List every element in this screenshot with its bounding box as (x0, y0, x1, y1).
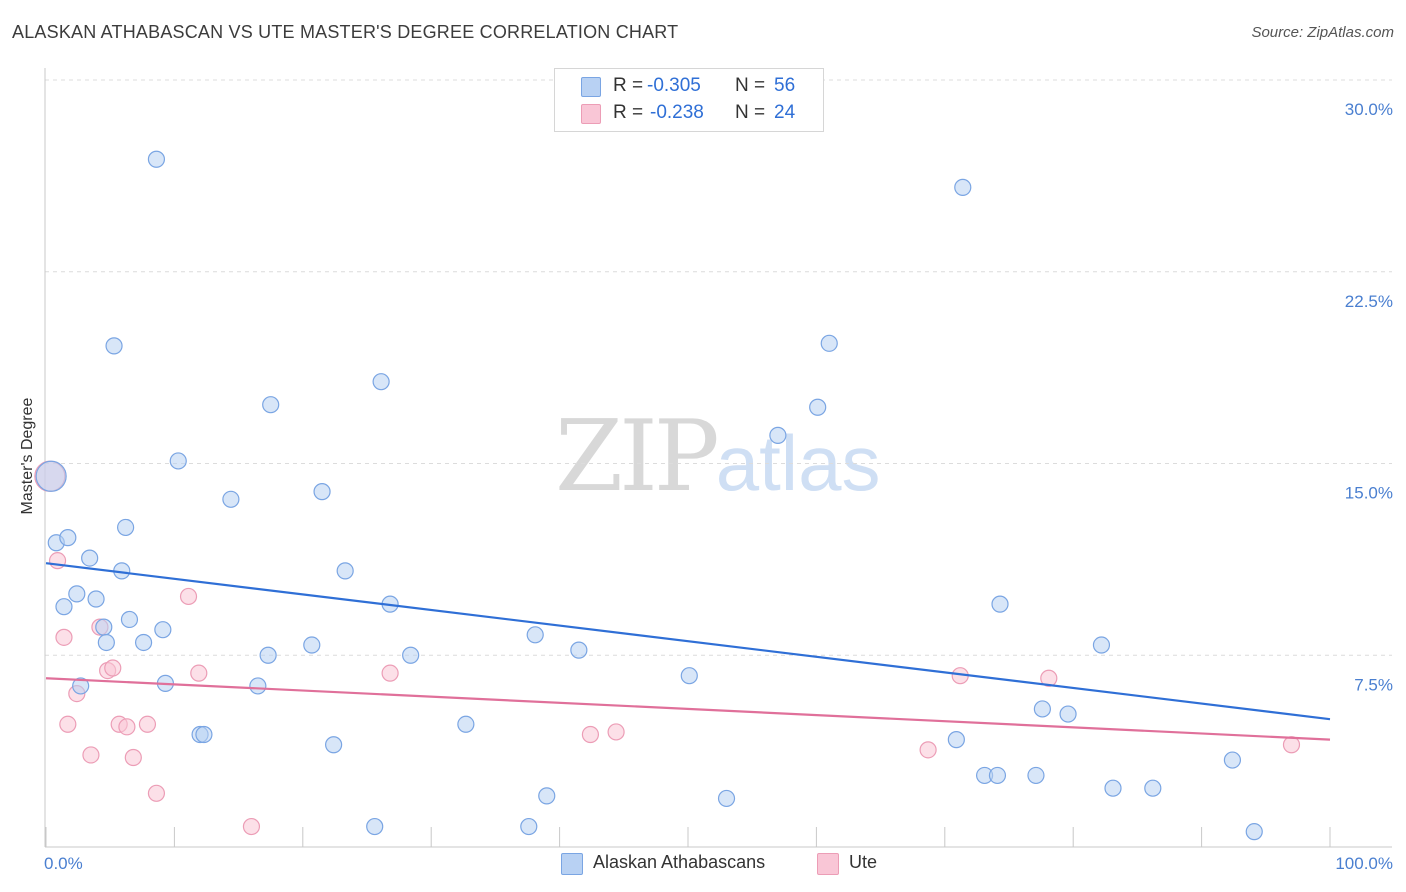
athabascan-trend-line (45, 562, 1331, 721)
athabascan-point (1027, 766, 1045, 785)
athabascan-point (97, 633, 115, 652)
athabascan-point (809, 398, 827, 416)
ute-point (242, 817, 261, 836)
athabascan-point (259, 646, 277, 664)
athabascan-point (680, 667, 698, 685)
ute-point (124, 748, 142, 767)
athabascan-point (325, 736, 343, 754)
athabascan-point (35, 460, 67, 492)
legend-swatch-blue (581, 77, 601, 97)
ute-point (138, 715, 157, 733)
athabascan-point (1092, 636, 1111, 654)
legend-n-label: N = (735, 102, 766, 123)
athabascan-point (313, 483, 331, 501)
source-label: Source: ZipAtlas.com (1251, 24, 1394, 41)
athabascan-point (717, 789, 736, 808)
ute-point (55, 628, 73, 646)
tick-labels: 7.5% 15.0% 22.5% 30.0% 0.0% 100.0% (44, 100, 1393, 873)
correlation-legend: R = -0.305 N = 56 R = -0.238 N = 24 (554, 68, 824, 132)
athabascan-point (820, 334, 838, 352)
ute-point (919, 741, 937, 759)
athabascan-point (117, 518, 135, 537)
ute-point (59, 715, 77, 733)
legend-n-label: N = (735, 75, 766, 96)
athabascan-point (457, 715, 475, 733)
legend-n-value: 56 (774, 75, 796, 96)
athabascan-point (991, 595, 1009, 613)
athabascan-point (1033, 700, 1051, 718)
athabascan-point (147, 150, 166, 168)
athabascan-point (336, 562, 354, 580)
athabascan-point (169, 452, 187, 470)
ute-point (104, 659, 122, 677)
ute-point (179, 587, 198, 606)
athabascan-point (769, 426, 787, 444)
athabascan-point (366, 817, 384, 836)
data-points (34, 150, 1301, 841)
athabascan-point (947, 731, 965, 749)
ute-point (82, 746, 100, 764)
trend-lines (45, 562, 1331, 741)
athabascan-point (68, 585, 86, 603)
athabascan-point (1223, 751, 1242, 769)
athabascan-point (988, 766, 1007, 785)
legend-r-label: R = (613, 75, 644, 96)
athabascan-point (222, 490, 240, 508)
chart-title: ALASKAN ATHABASCAN VS UTE MASTER'S DEGRE… (12, 22, 679, 42)
ute-point (381, 664, 399, 682)
ute-point (147, 784, 166, 802)
bottom-legend-label: Ute (849, 852, 878, 872)
athabascan-point (134, 633, 153, 652)
legend-r-value: -0.305 (647, 75, 701, 96)
grid-lines (45, 79, 1392, 656)
athabascan-point (538, 787, 556, 805)
x-tick-label-max: 100.0% (1335, 854, 1393, 873)
athabascan-point (195, 725, 213, 744)
x-tick-label-min: 0.0% (44, 854, 83, 873)
athabascan-point (59, 529, 77, 547)
athabascan-point (87, 590, 105, 608)
athabascan-point (954, 178, 972, 196)
athabascan-point (570, 641, 588, 659)
axes (44, 68, 1392, 848)
ute-point (190, 664, 208, 682)
bottom-legend-swatch-pink (817, 853, 839, 875)
athabascan-point (95, 618, 113, 636)
legend-r-value: -0.238 (650, 102, 704, 123)
y-tick-label: 22.5% (1345, 292, 1393, 311)
y-tick-label: 15.0% (1345, 484, 1393, 503)
legend-swatch-pink (581, 104, 601, 124)
ute-point (118, 718, 136, 736)
ute-trend-line (45, 677, 1331, 741)
athabascan-point (303, 636, 321, 654)
legend-r-label: R = (613, 102, 644, 123)
athabascan-point (249, 677, 267, 695)
athabascan-point (1144, 779, 1162, 797)
athabascan-point (402, 646, 420, 664)
athabascan-point (55, 598, 73, 616)
athabascan-point (372, 373, 390, 391)
athabascan-point (1104, 779, 1122, 797)
athabascan-point (81, 549, 99, 567)
athabascan-point (526, 626, 544, 644)
ute-point (607, 723, 625, 741)
athabascan-point (262, 396, 280, 414)
athabascan-point (1245, 823, 1263, 841)
bottom-legend-label: Alaskan Athabascans (593, 852, 766, 872)
athabascan-point (72, 677, 90, 695)
y-tick-label: 7.5% (1354, 675, 1393, 694)
ute-point (1040, 669, 1058, 687)
watermark-zip: ZIP (555, 400, 720, 514)
athabascan-point (105, 337, 123, 355)
y-tick-label: 30.0% (1345, 100, 1393, 119)
ute-point (581, 725, 600, 744)
legend-n-value: 24 (774, 102, 796, 123)
athabascan-point (154, 621, 172, 639)
athabascan-point (120, 610, 139, 629)
athabascan-point (520, 817, 538, 836)
bottom-legend-swatch-blue (561, 853, 583, 875)
athabascan-point (1059, 705, 1077, 723)
